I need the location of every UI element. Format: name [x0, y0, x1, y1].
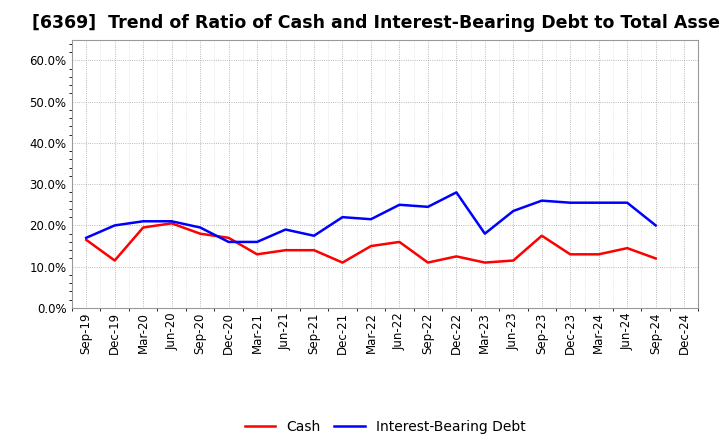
Interest-Bearing Debt [282, 227, 290, 232]
Cash [395, 239, 404, 245]
Cash [253, 252, 261, 257]
Line: Interest-Bearing Debt: Interest-Bearing Debt [86, 192, 656, 242]
Interest-Bearing Debt [225, 239, 233, 245]
Interest-Bearing Debt [595, 200, 603, 205]
Interest-Bearing Debt [167, 219, 176, 224]
Interest-Bearing Debt [310, 233, 318, 238]
Cash [595, 252, 603, 257]
Interest-Bearing Debt [652, 223, 660, 228]
Interest-Bearing Debt [196, 225, 204, 230]
Title: [6369]  Trend of Ratio of Cash and Interest-Bearing Debt to Total Assets: [6369] Trend of Ratio of Cash and Intere… [32, 15, 720, 33]
Interest-Bearing Debt [480, 231, 489, 236]
Cash [196, 231, 204, 236]
Cash [167, 221, 176, 226]
Interest-Bearing Debt [423, 204, 432, 209]
Interest-Bearing Debt [509, 208, 518, 213]
Legend: Cash, Interest-Bearing Debt: Cash, Interest-Bearing Debt [238, 413, 533, 440]
Cash [310, 248, 318, 253]
Interest-Bearing Debt [338, 215, 347, 220]
Cash [82, 237, 91, 242]
Cash [366, 243, 375, 249]
Line: Cash: Cash [86, 224, 656, 263]
Interest-Bearing Debt [366, 216, 375, 222]
Cash [452, 254, 461, 259]
Interest-Bearing Debt [537, 198, 546, 203]
Interest-Bearing Debt [623, 200, 631, 205]
Cash [480, 260, 489, 265]
Cash [566, 252, 575, 257]
Cash [282, 248, 290, 253]
Interest-Bearing Debt [139, 219, 148, 224]
Interest-Bearing Debt [452, 190, 461, 195]
Interest-Bearing Debt [110, 223, 119, 228]
Interest-Bearing Debt [395, 202, 404, 207]
Cash [139, 225, 148, 230]
Cash [652, 256, 660, 261]
Cash [225, 235, 233, 240]
Cash [537, 233, 546, 238]
Cash [623, 246, 631, 251]
Cash [110, 258, 119, 263]
Cash [509, 258, 518, 263]
Interest-Bearing Debt [566, 200, 575, 205]
Interest-Bearing Debt [82, 235, 91, 240]
Cash [338, 260, 347, 265]
Cash [423, 260, 432, 265]
Interest-Bearing Debt [253, 239, 261, 245]
